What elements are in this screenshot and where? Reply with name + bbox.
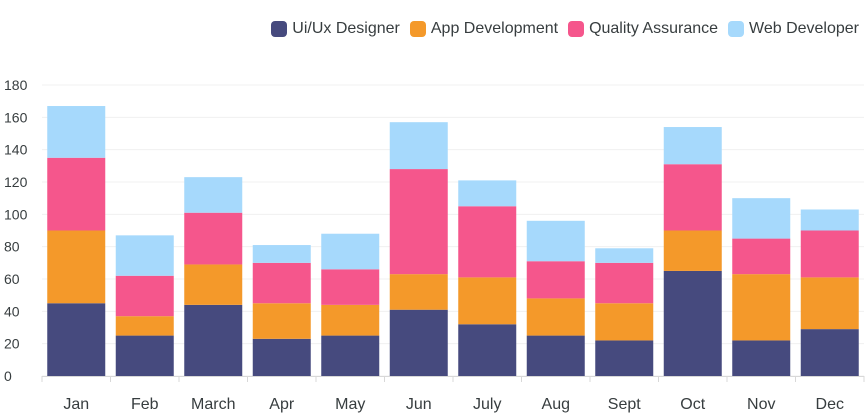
bar-segment[interactable]	[321, 269, 380, 305]
legend-swatch	[568, 21, 585, 37]
bar-segment[interactable]	[184, 177, 243, 213]
bar-segment[interactable]	[252, 245, 311, 263]
bar-segment[interactable]	[663, 230, 722, 271]
bar-segment[interactable]	[252, 338, 311, 376]
legend-item[interactable]: Ui/Ux Designer	[271, 20, 400, 38]
x-tick-label: Apr	[269, 396, 295, 413]
bar-segment[interactable]	[47, 303, 106, 376]
legend-item[interactable]: Quality Assurance	[568, 20, 718, 38]
x-tick-label: Jan	[63, 396, 89, 413]
legend-item[interactable]: App Development	[409, 20, 559, 38]
bar-segment[interactable]	[47, 230, 106, 304]
bar-segment[interactable]	[458, 324, 517, 376]
bar-segment[interactable]	[595, 303, 654, 341]
bar-segment[interactable]	[800, 230, 859, 278]
y-tick-label: 80	[4, 239, 20, 255]
bar-segment[interactable]	[800, 209, 859, 231]
legend-label: Quality Assurance	[589, 20, 719, 37]
legend-label: Ui/Ux Designer	[292, 20, 400, 37]
bar-segment[interactable]	[389, 309, 448, 376]
bar-segment[interactable]	[458, 206, 517, 278]
bar-segment[interactable]	[252, 303, 311, 339]
y-tick-label: 100	[4, 206, 28, 222]
bar-segment[interactable]	[389, 169, 448, 275]
bar-segment[interactable]	[458, 180, 517, 207]
bar-segment[interactable]	[321, 304, 380, 336]
bar-segment[interactable]	[184, 304, 243, 376]
legend-label: Web Developer	[749, 20, 859, 37]
x-tick-label: Dec	[816, 396, 844, 413]
bar-segment[interactable]	[526, 220, 585, 262]
bar-segment[interactable]	[389, 122, 448, 170]
bar-segment[interactable]	[115, 316, 174, 336]
y-tick-label: 140	[4, 142, 28, 158]
legend-label: App Development	[430, 20, 559, 37]
bar-segment[interactable]	[252, 262, 311, 304]
bar-segment[interactable]	[47, 157, 106, 231]
bar-segment[interactable]	[184, 212, 243, 265]
x-tick-label: Oct	[680, 396, 705, 413]
chart-legend: Ui/Ux Designer App Development Quality Ass…	[261, 20, 859, 38]
bar-segment[interactable]	[800, 277, 859, 330]
x-tick-label: Nov	[747, 396, 775, 413]
bar-segment[interactable]	[732, 238, 791, 275]
bar-segment[interactable]	[595, 262, 654, 304]
bar-segment[interactable]	[663, 164, 722, 231]
bar-segment[interactable]	[115, 235, 174, 276]
bar-segment[interactable]	[458, 277, 517, 325]
bar-segment[interactable]	[732, 340, 791, 376]
x-tick-label: Feb	[131, 396, 159, 413]
bar-segment[interactable]	[732, 198, 791, 239]
legend-item[interactable]: Web Developer	[728, 20, 859, 38]
y-tick-label: 0	[4, 368, 12, 384]
x-tick-label: Sept	[608, 396, 641, 413]
bar-segment[interactable]	[526, 298, 585, 336]
bar-segment[interactable]	[526, 261, 585, 299]
bar-segment[interactable]	[732, 274, 791, 341]
bar-segment[interactable]	[321, 233, 380, 270]
legend-swatch	[271, 21, 288, 37]
bar-segment[interactable]	[526, 335, 585, 376]
legend-swatch	[728, 21, 745, 37]
x-tick-label: May	[335, 396, 365, 413]
bar-segment[interactable]	[115, 275, 174, 317]
x-tick-label: March	[191, 396, 235, 413]
y-tick-label: 60	[4, 271, 20, 287]
y-tick-label: 180	[4, 77, 28, 93]
y-tick-label: 120	[4, 174, 28, 190]
bar-segment[interactable]	[800, 329, 859, 376]
bar-segment[interactable]	[389, 274, 448, 310]
y-tick-label: 20	[4, 336, 20, 352]
y-tick-label: 40	[4, 303, 20, 319]
x-tick-label: Aug	[542, 396, 570, 413]
x-tick-label: Jun	[406, 396, 432, 413]
bar-segment[interactable]	[595, 340, 654, 376]
bar-segment[interactable]	[115, 335, 174, 376]
bar-segment[interactable]	[47, 106, 106, 158]
x-tick-label: July	[473, 396, 501, 413]
bar-segment[interactable]	[184, 264, 243, 305]
bar-segment[interactable]	[663, 270, 722, 376]
bar-segment[interactable]	[663, 127, 722, 165]
bar-segment[interactable]	[321, 335, 380, 376]
legend-swatch	[409, 21, 426, 37]
bar-segment[interactable]	[595, 248, 654, 263]
y-tick-label: 160	[4, 109, 28, 125]
